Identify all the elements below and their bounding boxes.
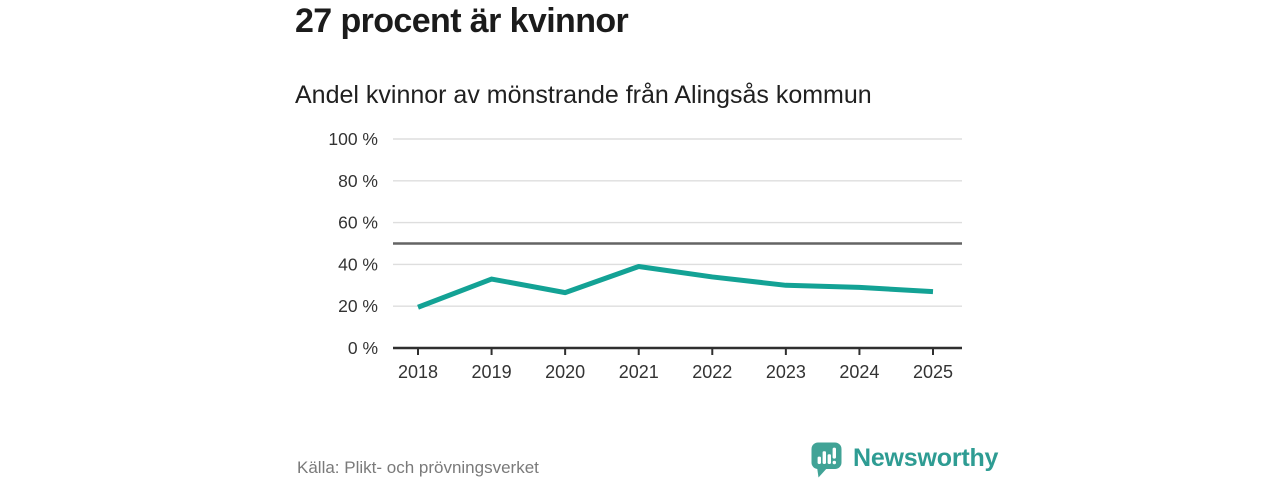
newsworthy-logo-text: Newsworthy [853, 444, 999, 472]
chart-subtitle: Andel kvinnor av mönstrande från Alingså… [295, 81, 872, 109]
x-tick-label: 2020 [545, 362, 585, 382]
data-line-series [417, 263, 934, 310]
x-tick-label: 2018 [398, 362, 438, 382]
y-tick-label: 100 % [328, 129, 378, 149]
bar-chart-speech-bubble-icon [811, 442, 842, 478]
x-tick-label: 2021 [619, 362, 659, 382]
x-tick-label: 2025 [913, 362, 953, 382]
newsworthy-logo: Newsworthy [810, 441, 998, 478]
line-chart: 0 % 20 % 40 % 60 % 80 % 100 % 2018 2019 2020 2021… [328, 129, 962, 382]
x-tick-label: 2019 [472, 362, 512, 382]
y-tick-label: 40 % [338, 254, 378, 274]
x-tick-label: 2022 [692, 362, 732, 382]
source-note: Källa: Plikt- och prövningsverket [297, 458, 539, 477]
y-tick-label: 20 % [338, 296, 378, 316]
chart-title: 27 procent är kvinnor [295, 2, 629, 40]
y-tick-label: 80 % [338, 171, 378, 191]
x-tick-label: 2024 [839, 362, 879, 382]
y-tick-label: 0 % [348, 338, 378, 358]
x-tick-label: 2023 [766, 362, 806, 382]
y-tick-label: 60 % [338, 213, 378, 233]
